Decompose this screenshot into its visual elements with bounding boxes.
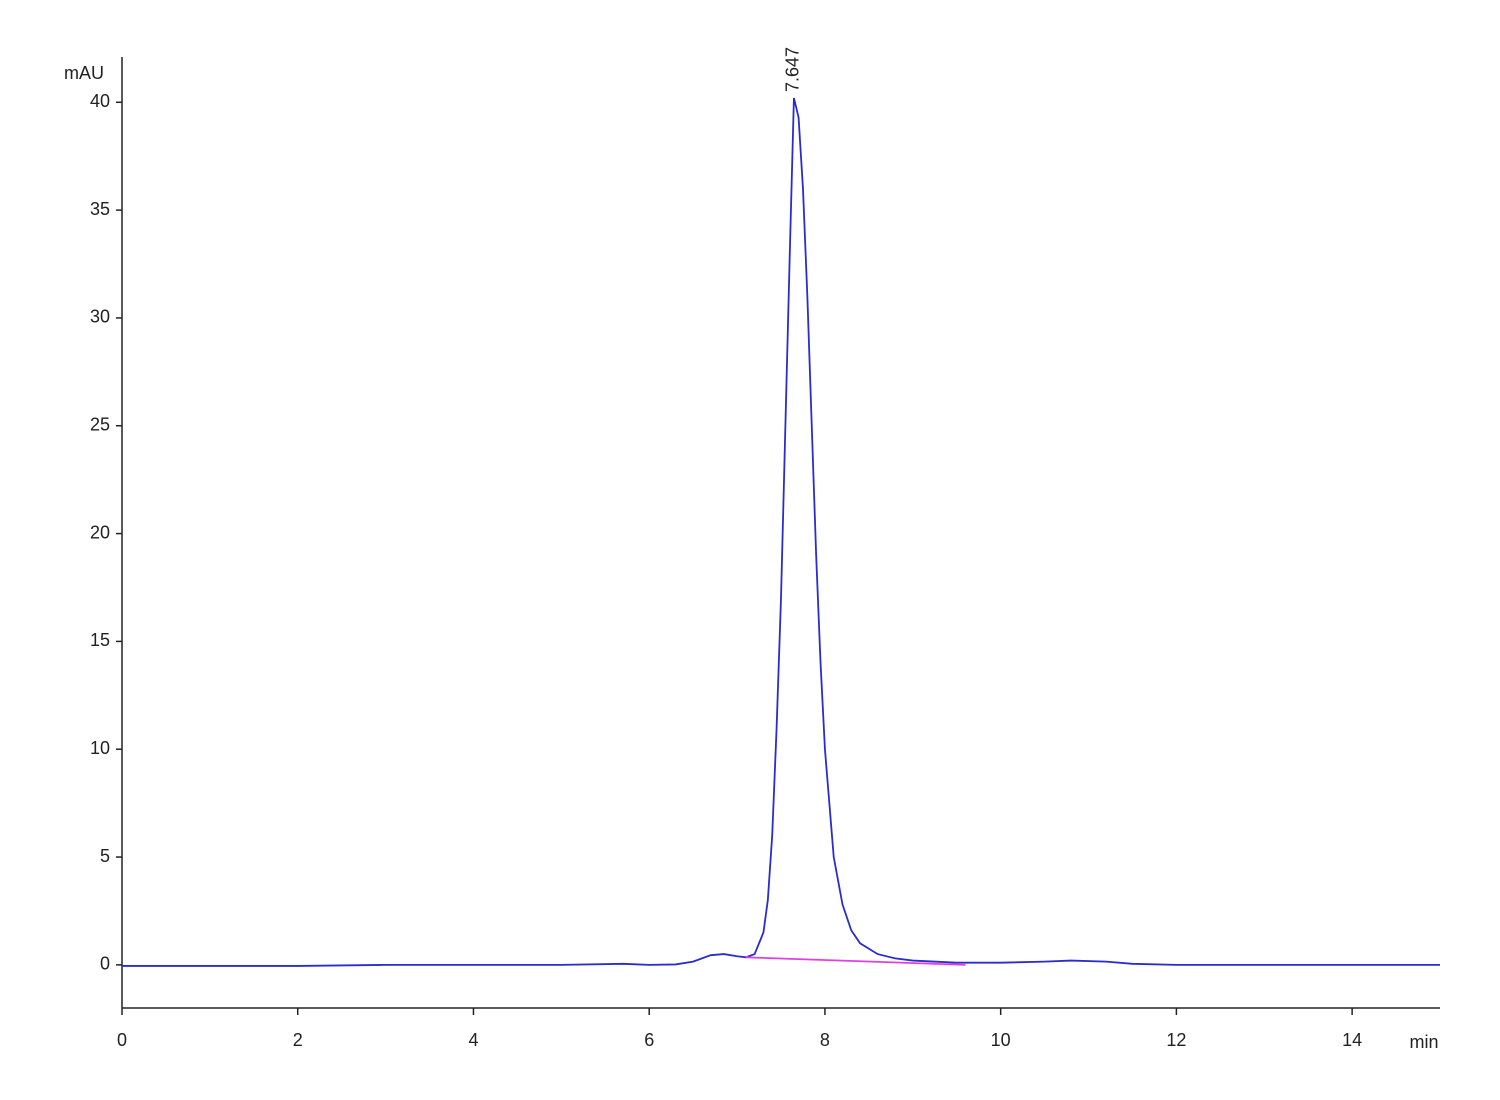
y-tick-label: 15 xyxy=(90,630,110,650)
x-tick-label: 2 xyxy=(293,1030,303,1050)
x-tick-label: 12 xyxy=(1166,1030,1186,1050)
x-tick-label: 6 xyxy=(644,1030,654,1050)
y-tick-label: 5 xyxy=(100,846,110,866)
x-tick-label: 10 xyxy=(991,1030,1011,1050)
y-tick-label: 10 xyxy=(90,738,110,758)
x-unit: min xyxy=(1409,1032,1438,1052)
x-tick-label: 4 xyxy=(468,1030,478,1050)
y-unit: mAU xyxy=(64,63,104,83)
x-tick-label: 8 xyxy=(820,1030,830,1050)
y-tick-label: 40 xyxy=(90,91,110,111)
series-line xyxy=(745,956,966,966)
y-tick-label: 25 xyxy=(90,415,110,435)
y-tick-label: 35 xyxy=(90,199,110,219)
x-tick-label: 0 xyxy=(117,1030,127,1050)
peak-label: 7.647 xyxy=(783,47,803,92)
y-tick-label: 30 xyxy=(90,307,110,327)
y-tick-label: 20 xyxy=(90,522,110,542)
x-tick-label: 14 xyxy=(1342,1030,1362,1050)
series-line xyxy=(122,97,1440,967)
y-tick-label: 0 xyxy=(100,954,110,974)
